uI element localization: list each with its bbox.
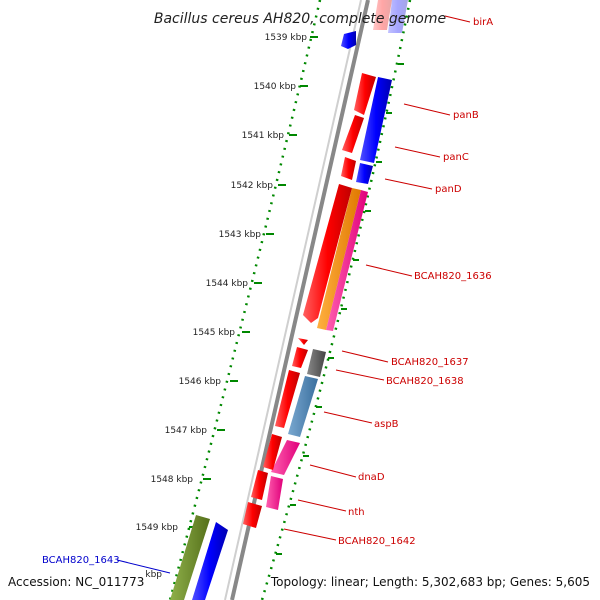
accession-text: Accession: NC_011773 (8, 575, 144, 589)
kbp-label-1540: 1540 kbp (254, 82, 297, 92)
gene-panD-rev (341, 157, 356, 180)
gene-dnaD-rev (263, 434, 282, 470)
genome-backbone-highlight (224, 0, 362, 600)
gene-1643-blue (192, 522, 228, 600)
leader-lines (283, 15, 471, 541)
scale-labels: 1539 kbp 1540 kbp 1541 kbp 1542 kbp 1543… (136, 33, 308, 580)
kbp-label-1541: 1541 kbp (242, 131, 285, 141)
gene-label-aspB: aspB (374, 419, 399, 430)
genome-title: Bacillus cereus AH820, complete genome (154, 11, 446, 27)
kbp-label-1546: 1546 kbp (179, 377, 222, 387)
gene-1637-gray (307, 349, 326, 377)
gene-label-dnaD: dnaD (358, 472, 385, 483)
gene-1638-rev (292, 347, 308, 368)
gene-label-BCAH820-1636: BCAH820_1636 (414, 271, 492, 282)
gene-small-red (298, 338, 308, 345)
gene-label-BCAH820-1638: BCAH820_1638 (386, 376, 464, 387)
kbp-label-1549: 1549 kbp (136, 523, 179, 533)
gene-1642-rev (243, 502, 262, 528)
gene-1643-olive (170, 515, 210, 600)
gene-panC-rev (342, 115, 364, 153)
gene-label-panB: panB (453, 110, 479, 121)
gene-aspB-rev (275, 370, 300, 428)
kbp-label-1544: 1544 kbp (206, 279, 249, 289)
gene-1636-magenta (326, 190, 368, 331)
gene-label-birA: birA (473, 17, 493, 28)
kbp-label-1542: 1542 kbp (231, 181, 274, 191)
gene-labels: birA panB panC panD BCAH820_1636 BCAH820… (42, 17, 493, 566)
gene-label-BCAH820-1643: BCAH820_1643 (42, 555, 120, 566)
kbp-label-tail: kbp (145, 570, 162, 580)
gene-dnaD-magenta (271, 440, 300, 475)
kbp-label-1548: 1548 kbp (151, 475, 194, 485)
gene-label-panD: panD (435, 184, 462, 195)
gene-panD-orange (317, 188, 361, 330)
gene-label-BCAH820-1642: BCAH820_1642 (338, 536, 416, 547)
gene-panC-fwd (356, 163, 373, 184)
gene-aspB-steel (288, 376, 318, 437)
topology-text: Topology: linear; Length: 5,302,683 bp; … (270, 575, 590, 589)
gene-panB-rev (354, 73, 376, 115)
gene-label-nth: nth (348, 507, 365, 518)
gene-label-BCAH820-1637: BCAH820_1637 (391, 357, 469, 368)
gene-panB-fwd (360, 77, 392, 163)
kbp-label-1547: 1547 kbp (165, 426, 208, 436)
leader-line-1643 (116, 559, 171, 574)
gene-nth-magenta (266, 476, 283, 510)
kbp-label-1539: 1539 kbp (265, 33, 308, 43)
kbp-label-1543: 1543 kbp (219, 230, 262, 240)
gene-label-panC: panC (443, 152, 469, 163)
gene-birA-rev (373, 0, 392, 30)
inner-tick-marks (276, 63, 404, 555)
gene-small-blue (341, 31, 356, 49)
gene-birA-fwd (388, 0, 408, 33)
gene-1636-rev (303, 184, 352, 323)
gene-nth-rev (251, 470, 268, 500)
kbp-label-1545: 1545 kbp (193, 328, 236, 338)
